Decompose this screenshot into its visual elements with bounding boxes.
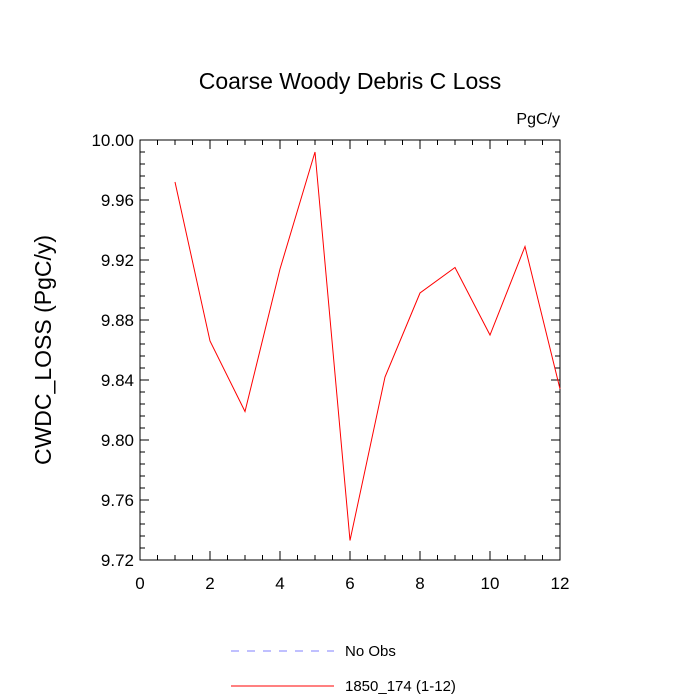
tick-labels: 0 2 4 6 8 10 12 9.72 9.76 9.80 9.84 9.88 9.92 9.96 10.… — [91, 131, 569, 593]
y-axis-label: CWDC_LOSS (PgC/y) — [30, 235, 56, 465]
legend: No Obs 1850_174 (1-12) — [231, 643, 456, 695]
x-tick-label: 0 — [135, 574, 144, 593]
plot-frame — [139, 139, 561, 561]
y-tick-label: 9.92 — [101, 251, 134, 270]
y-tick-label: 9.84 — [101, 371, 134, 390]
y-tick-label: 10.00 — [91, 131, 134, 150]
chart-title: Coarse Woody Debris C Loss — [199, 68, 502, 94]
series-line — [174, 151, 561, 541]
y-tick-label: 9.80 — [101, 431, 134, 450]
y-tick-label: 9.72 — [101, 551, 134, 570]
legend-label: No Obs — [345, 643, 396, 660]
units-label: PgC/y — [516, 111, 560, 128]
axis-ticks — [139, 139, 561, 561]
series-lines — [174, 151, 561, 541]
x-tick-label: 6 — [345, 574, 354, 593]
x-tick-label: 8 — [415, 574, 424, 593]
x-tick-label: 12 — [551, 574, 570, 593]
y-tick-label: 9.88 — [101, 311, 134, 330]
y-tick-label: 9.76 — [101, 491, 134, 510]
x-tick-label: 4 — [275, 574, 284, 593]
x-tick-label: 2 — [205, 574, 214, 593]
x-tick-label: 10 — [481, 574, 500, 593]
y-tick-label: 9.96 — [101, 191, 134, 210]
legend-label: 1850_174 (1-12) — [345, 678, 456, 695]
